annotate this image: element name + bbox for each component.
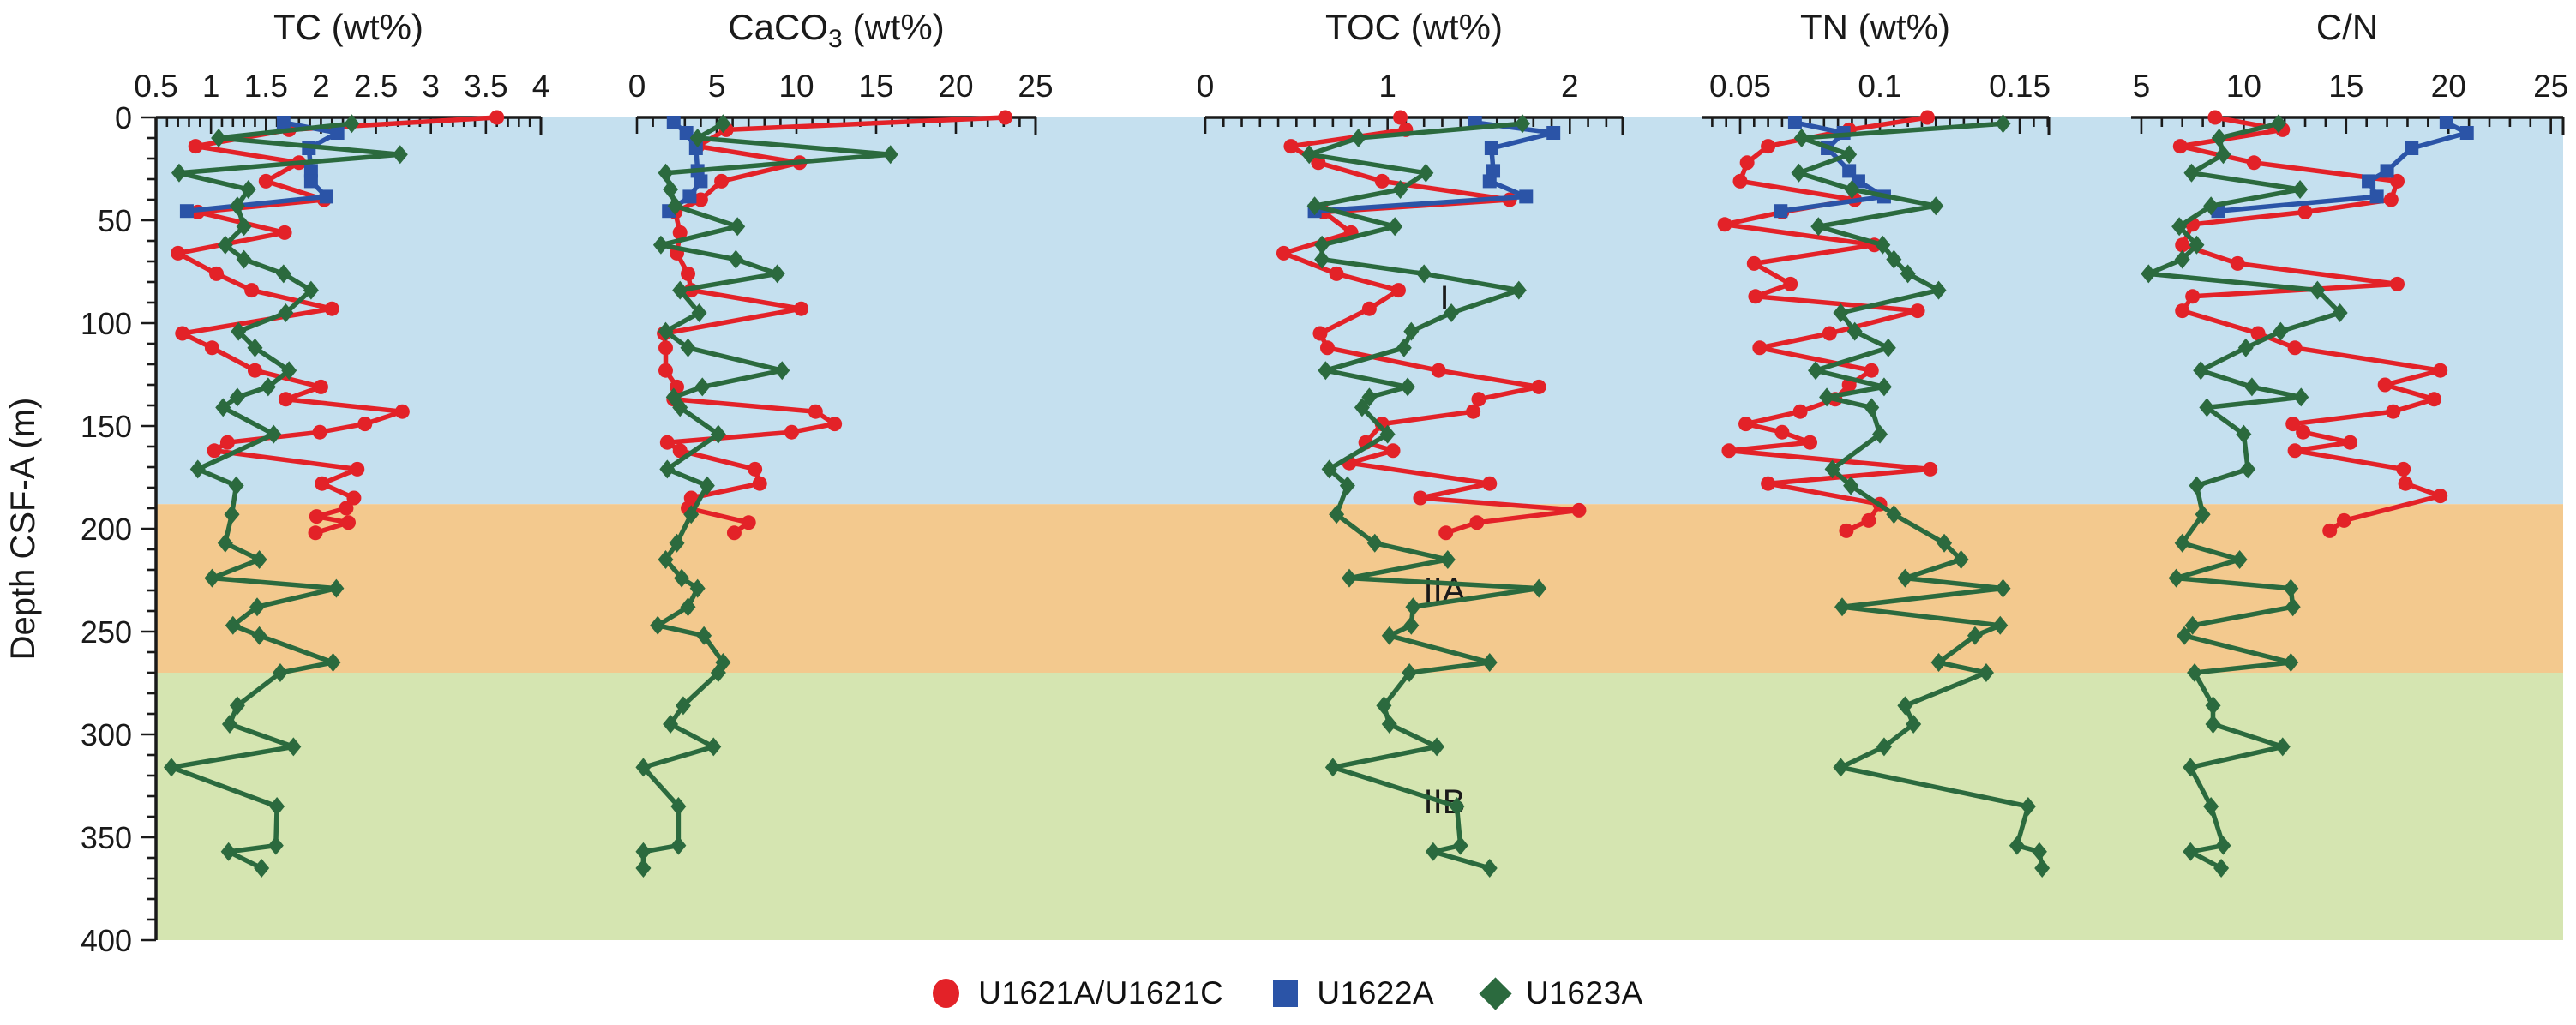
panel-tn-wt--series-u1623a <box>1791 114 2051 878</box>
panel-tn-wt--tick-label-0.05: 0.05 <box>1709 69 1771 104</box>
panel-c-n-tick-label-15: 15 <box>2328 69 2363 104</box>
panel-tc-wt--tick-label-2: 2 <box>312 69 330 104</box>
depth-tick-label-0: 0 <box>115 100 132 135</box>
panel-caco3-wt--title: CaCO3 (wt%) <box>728 7 944 53</box>
depth-tick-label-150: 150 <box>81 409 132 444</box>
panel-tc-wt--tick-label-3: 3 <box>422 69 440 104</box>
depth-tick-label-50: 50 <box>98 203 132 238</box>
panel-c-n-tick-label-10: 10 <box>2226 69 2261 104</box>
panel-caco3-wt--tick-label-0: 0 <box>628 69 646 104</box>
depth-axis-ticks <box>141 116 156 942</box>
panel-c-n-tick-label-5: 5 <box>2133 69 2151 104</box>
panel-c-n-title: C/N <box>2316 7 2378 47</box>
panel-c-n-tick-label-25: 25 <box>2533 69 2568 104</box>
panel-tc-wt--tick-label-4: 4 <box>532 69 550 104</box>
panel-caco3-wt--series-u1623a <box>635 114 898 878</box>
panel-c-n-series-u1621a-u1621c <box>2172 110 2448 538</box>
panel-caco3-wt--tick-label-5: 5 <box>708 69 726 104</box>
panel-c-n-ticks <box>2140 117 2552 134</box>
zone-band-iib <box>156 673 2563 940</box>
panel-tc-wt--tick-label-1.5: 1.5 <box>244 69 288 104</box>
depth-tick-label-100: 100 <box>81 306 132 341</box>
panel-tc-wt--series-u1622a <box>179 116 345 219</box>
depth-tick-label-200: 200 <box>81 512 132 547</box>
depth-tick-label-250: 250 <box>81 614 132 650</box>
depth-tick-label-300: 300 <box>81 717 132 752</box>
panel-caco3-wt--tick-label-15: 15 <box>858 69 893 104</box>
panel-toc-wt--tick-label-1: 1 <box>1378 69 1396 104</box>
panel-tn-wt--tick-label-0.1: 0.1 <box>1858 69 1901 104</box>
panel-toc-wt--title: TOC (wt%) <box>1325 7 1503 47</box>
panel-tn-wt--tick-label-0.15: 0.15 <box>1989 69 2051 104</box>
depth-tick-label-400: 400 <box>81 923 132 958</box>
panel-c-n-series-u1623a <box>2141 114 2348 878</box>
panel-tc-wt--title: TC (wt%) <box>273 7 423 47</box>
panel-tc-wt--tick-label-2.5: 2.5 <box>354 69 398 104</box>
panel-caco3-wt--series-u1622a <box>662 116 708 219</box>
panel-c-n-tick-label-20: 20 <box>2431 69 2466 104</box>
panel-toc-wt--tick-label-2: 2 <box>1561 69 1579 104</box>
panel-caco3-wt--tick-label-10: 10 <box>778 69 814 104</box>
panel-caco3-wt--tick-label-20: 20 <box>938 69 973 104</box>
depth-tick-label-350: 350 <box>81 820 132 855</box>
panel-tc-wt--tick-label-3.5: 3.5 <box>464 69 507 104</box>
depth-axis-title: Depth CSF-A (m) <box>4 398 42 661</box>
zone-label-i: I <box>1439 279 1449 317</box>
panel-caco3-wt--tick-label-25: 25 <box>1018 69 1053 104</box>
panel-toc-wt--series-u1623a <box>1301 114 1547 878</box>
panel-tc-wt--series-u1623a <box>163 114 408 878</box>
panel-tn-wt--title: TN (wt%) <box>1800 7 1950 47</box>
panel-tc-wt--tick-label-0.5: 0.5 <box>134 69 177 104</box>
panel-tc-wt--tick-label-1: 1 <box>202 69 220 104</box>
panel-toc-wt--tick-label-0: 0 <box>1197 69 1215 104</box>
